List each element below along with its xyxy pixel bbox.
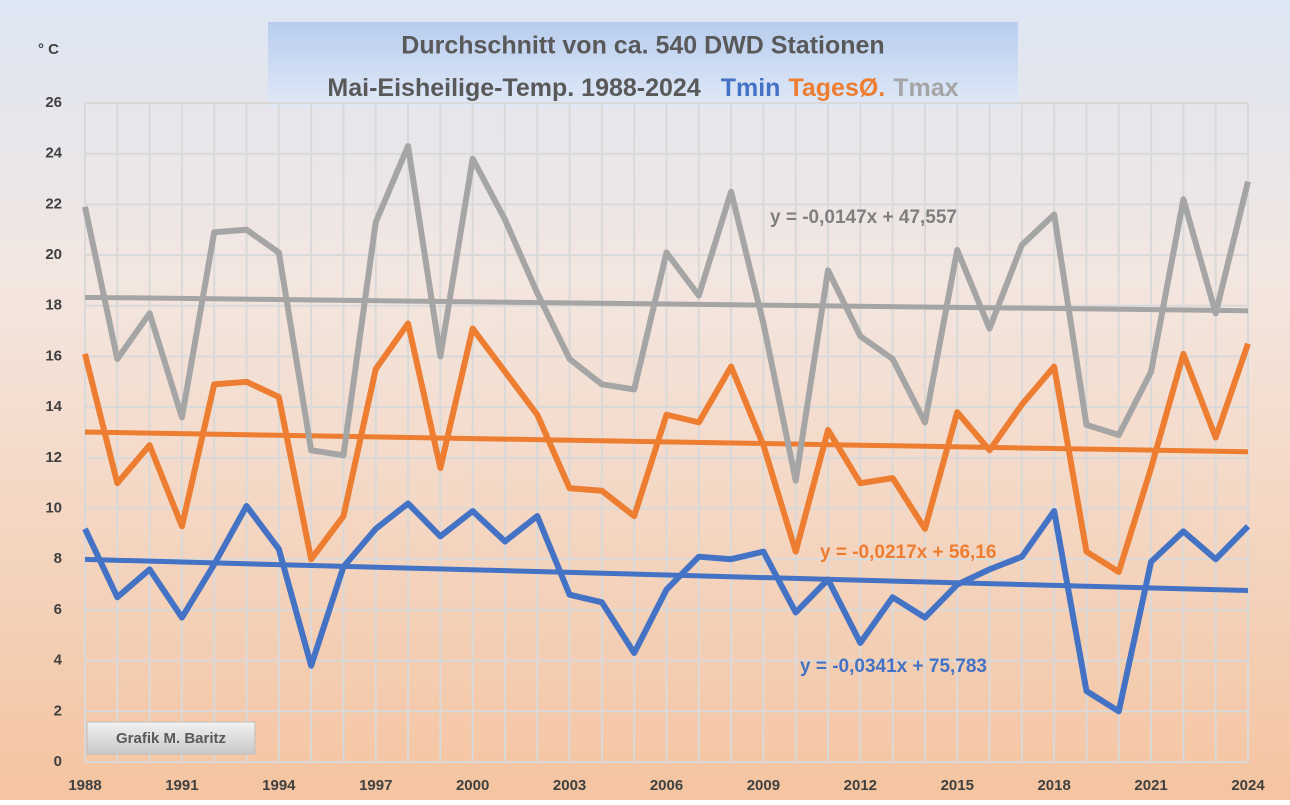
- trend-label: y = -0,0341x + 75,783: [800, 656, 987, 677]
- x-tick-label: 2012: [844, 777, 877, 794]
- y-tick-label: 26: [45, 94, 62, 111]
- y-tick-label: 2: [54, 702, 62, 719]
- y-axis-label: ° C: [38, 41, 59, 58]
- trend-line: [84, 556, 1249, 594]
- x-tick-label: 2021: [1134, 777, 1167, 794]
- y-tick-label: 4: [54, 652, 63, 669]
- trend-line: [84, 294, 1249, 314]
- y-tick-label: 24: [45, 145, 62, 162]
- y-tick-label: 16: [45, 347, 62, 364]
- y-tick-label: 18: [45, 297, 62, 314]
- title-text: Mai-Eisheilige-Temp. 1988-2024: [327, 74, 700, 102]
- annotation-box: [86, 721, 256, 755]
- data-line: [82, 320, 1251, 575]
- annotation: Grafik M. Baritz: [116, 730, 226, 747]
- x-tick-label: 2024: [1231, 777, 1265, 794]
- x-tick-label: 2000: [456, 777, 489, 794]
- chart-title: Durchschnitt von ca. 540 DWD Stationen: [401, 32, 884, 60]
- legend-entry: Tmin: [721, 74, 781, 102]
- y-tick-label: 22: [45, 195, 62, 212]
- trend-label: y = -0,0147x + 47,557: [770, 207, 957, 228]
- y-tick-label: 10: [45, 500, 62, 517]
- chart-title: Mai-Eisheilige-Temp. 1988-2024 Tmin TagesØ…: [327, 74, 958, 102]
- y-tick-label: 20: [45, 246, 62, 263]
- y-tick-label: 0: [54, 753, 62, 770]
- data-line: [82, 143, 1251, 484]
- trend-line: [84, 429, 1249, 455]
- data-line: [82, 500, 1251, 715]
- y-tick-label: 6: [54, 601, 62, 618]
- x-tick-label: 2006: [650, 777, 683, 794]
- x-tick-label: 2003: [553, 777, 586, 794]
- y-tick-label: 8: [54, 550, 62, 567]
- legend-entry: TagesØ.: [788, 74, 885, 102]
- trend-label: y = -0,0217x + 56,16: [820, 542, 996, 563]
- title-box: [268, 22, 1018, 106]
- x-tick-label: 1997: [359, 777, 392, 794]
- legend-entry: Tmax: [893, 74, 958, 102]
- x-tick-label: 1991: [165, 777, 198, 794]
- x-tick-label: 2015: [941, 777, 974, 794]
- x-tick-label: 1994: [262, 777, 296, 794]
- y-tick-label: 12: [45, 449, 62, 466]
- x-tick-label: 2009: [747, 777, 780, 794]
- x-tick-label: 2018: [1037, 777, 1070, 794]
- x-tick-label: 1988: [68, 777, 101, 794]
- y-tick-label: 14: [45, 398, 62, 415]
